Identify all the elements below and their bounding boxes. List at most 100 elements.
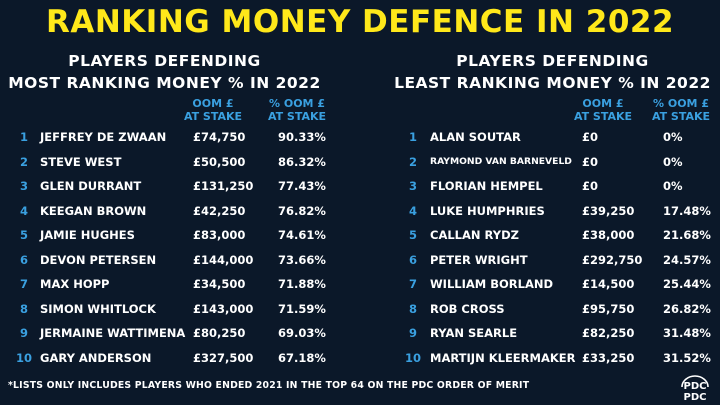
rank-number: 2 (408, 154, 417, 169)
player-name: FLORIAN HEMPEL (430, 179, 543, 193)
oom-money-at-stake: £33,250 (582, 350, 635, 365)
least-col-money-line2: AT STAKE (573, 110, 633, 123)
table-row: 2 STEVE WEST £50,500 86.32% (0, 150, 345, 174)
table-row: 7 MAX HOPP £34,500 71.88% (0, 272, 345, 296)
most-col-pct-line1: % OOM £ (269, 97, 325, 110)
oom-percent-at-stake: 0% (663, 130, 683, 144)
most-col-money-header: OOM £ AT STAKE (183, 97, 243, 123)
most-col-money-line1: OOM £ (192, 97, 234, 110)
oom-percent-at-stake: 74.61% (278, 228, 326, 242)
player-name: JERMAINE WATTIMENA (40, 326, 186, 340)
table-row: 5 JAMIE HUGHES £83,000 74.61% (0, 223, 345, 247)
oom-money-at-stake: £34,500 (193, 277, 246, 291)
oom-money-at-stake: £327,500 (193, 350, 254, 365)
oom-percent-at-stake: 0% (663, 179, 683, 193)
player-name: MARTIJN KLEERMAKER (430, 350, 576, 365)
oom-money-at-stake: £0 (582, 154, 599, 169)
oom-money-at-stake: £292,750 (582, 252, 643, 267)
oom-percent-at-stake: 21.68% (663, 228, 711, 242)
oom-money-at-stake: £95,750 (582, 301, 635, 316)
footnote: *LISTS ONLY INCLUDES PLAYERS WHO ENDED 2… (8, 380, 530, 391)
oom-percent-at-stake: 0% (663, 154, 683, 169)
rank-number: 4 (408, 203, 417, 218)
oom-percent-at-stake: 67.18% (278, 350, 326, 365)
player-name: DEVON PETERSEN (40, 252, 157, 267)
oom-money-at-stake: £83,000 (193, 228, 246, 242)
most-heading-line2: MOST RANKING MONEY % IN 2022 (8, 74, 321, 92)
table-row: 10 MARTIJN KLEERMAKER £33,250 31.52% (385, 346, 720, 370)
pdc-logo-text-lower: PDC (684, 392, 707, 402)
rank-number: 1 (408, 130, 417, 144)
least-heading-line1: PLAYERS DEFENDING (456, 52, 649, 70)
player-name: ALAN SOUTAR (430, 130, 521, 144)
rank-number: 2 (19, 154, 28, 169)
player-name: KEEGAN BROWN (40, 203, 147, 218)
table-row: 6 DEVON PETERSEN £144,000 73.66% (0, 248, 345, 272)
oom-money-at-stake: £74,750 (193, 130, 246, 144)
player-name: ROB CROSS (430, 301, 505, 316)
oom-money-at-stake: £131,250 (193, 179, 254, 193)
table-row: 3 GLEN DURRANT £131,250 77.43% (0, 174, 345, 198)
oom-percent-at-stake: 76.82% (278, 203, 326, 218)
rank-number: 9 (19, 326, 28, 340)
table-row: 9 RYAN SEARLE £82,250 31.48% (385, 321, 720, 345)
least-heading-line2: LEAST RANKING MONEY % IN 2022 (394, 74, 711, 92)
page-title: RANKING MONEY DEFENCE IN 2022 (45, 4, 675, 40)
oom-percent-at-stake: 17.48% (663, 203, 711, 218)
oom-money-at-stake: £82,250 (582, 326, 635, 340)
player-name: STEVE WEST (40, 154, 122, 169)
player-name: JAMIE HUGHES (40, 228, 135, 242)
least-col-money-line1: OOM £ (582, 97, 624, 110)
oom-money-at-stake: £39,250 (582, 203, 635, 218)
table-row: 5 CALLAN RYDZ £38,000 21.68% (385, 223, 720, 247)
rank-number: 10 (15, 350, 32, 365)
rank-number: 3 (408, 179, 417, 193)
player-name: SIMON WHITLOCK (40, 301, 156, 316)
oom-percent-at-stake: 71.88% (278, 277, 326, 291)
oom-percent-at-stake: 90.33% (278, 130, 326, 144)
least-defending-heading: PLAYERS DEFENDING LEAST RANKING MONEY % … (385, 50, 720, 94)
player-name: PETER WRIGHT (430, 252, 528, 267)
oom-money-at-stake: £143,000 (193, 301, 254, 316)
rank-number: 5 (408, 228, 417, 242)
table-row: 4 KEEGAN BROWN £42,250 76.82% (0, 199, 345, 223)
player-name: LUKE HUMPHRIES (430, 203, 545, 218)
player-name: RYAN SEARLE (430, 326, 518, 340)
table-row: 10 GARY ANDERSON £327,500 67.18% (0, 346, 345, 370)
oom-percent-at-stake: 31.52% (663, 350, 711, 365)
least-col-pct-line1: % OOM £ (653, 97, 709, 110)
rank-number: 3 (19, 179, 28, 193)
rank-number: 9 (408, 326, 417, 340)
table-row: 8 SIMON WHITLOCK £143,000 71.59% (0, 297, 345, 321)
oom-percent-at-stake: 77.43% (278, 179, 326, 193)
rank-number: 7 (19, 277, 28, 291)
rank-number: 8 (19, 301, 28, 316)
oom-percent-at-stake: 71.59% (278, 301, 326, 316)
rank-number: 7 (408, 277, 417, 291)
rank-number: 8 (408, 301, 417, 316)
player-name: GLEN DURRANT (40, 179, 142, 193)
oom-money-at-stake: £0 (582, 130, 599, 144)
rank-number: 5 (19, 228, 28, 242)
player-name: JEFFREY DE ZWAAN (40, 130, 167, 144)
pdc-logo-icon: PDC PDC (681, 375, 709, 402)
oom-money-at-stake: £0 (582, 179, 599, 193)
oom-percent-at-stake: 26.82% (663, 301, 711, 316)
table-row: 6 PETER WRIGHT £292,750 24.57% (385, 248, 720, 272)
least-col-pct-line2: AT STAKE (651, 110, 711, 123)
oom-percent-at-stake: 86.32% (278, 154, 326, 169)
least-col-money-header: OOM £ AT STAKE (573, 97, 633, 123)
player-name: MAX HOPP (40, 277, 110, 291)
player-name: GARY ANDERSON (40, 350, 152, 365)
player-name: WILLIAM BORLAND (430, 277, 554, 291)
oom-money-at-stake: £144,000 (193, 252, 254, 267)
oom-money-at-stake: £14,500 (582, 277, 635, 291)
most-heading-line1: PLAYERS DEFENDING (68, 52, 261, 70)
rank-number: 10 (404, 350, 421, 365)
rank-number: 6 (408, 252, 417, 267)
player-name: RAYMOND VAN BARNEVELD (430, 155, 572, 167)
most-defending-heading: PLAYERS DEFENDING MOST RANKING MONEY % I… (0, 50, 337, 94)
oom-money-at-stake: £80,250 (193, 326, 246, 340)
oom-percent-at-stake: 69.03% (278, 326, 326, 340)
